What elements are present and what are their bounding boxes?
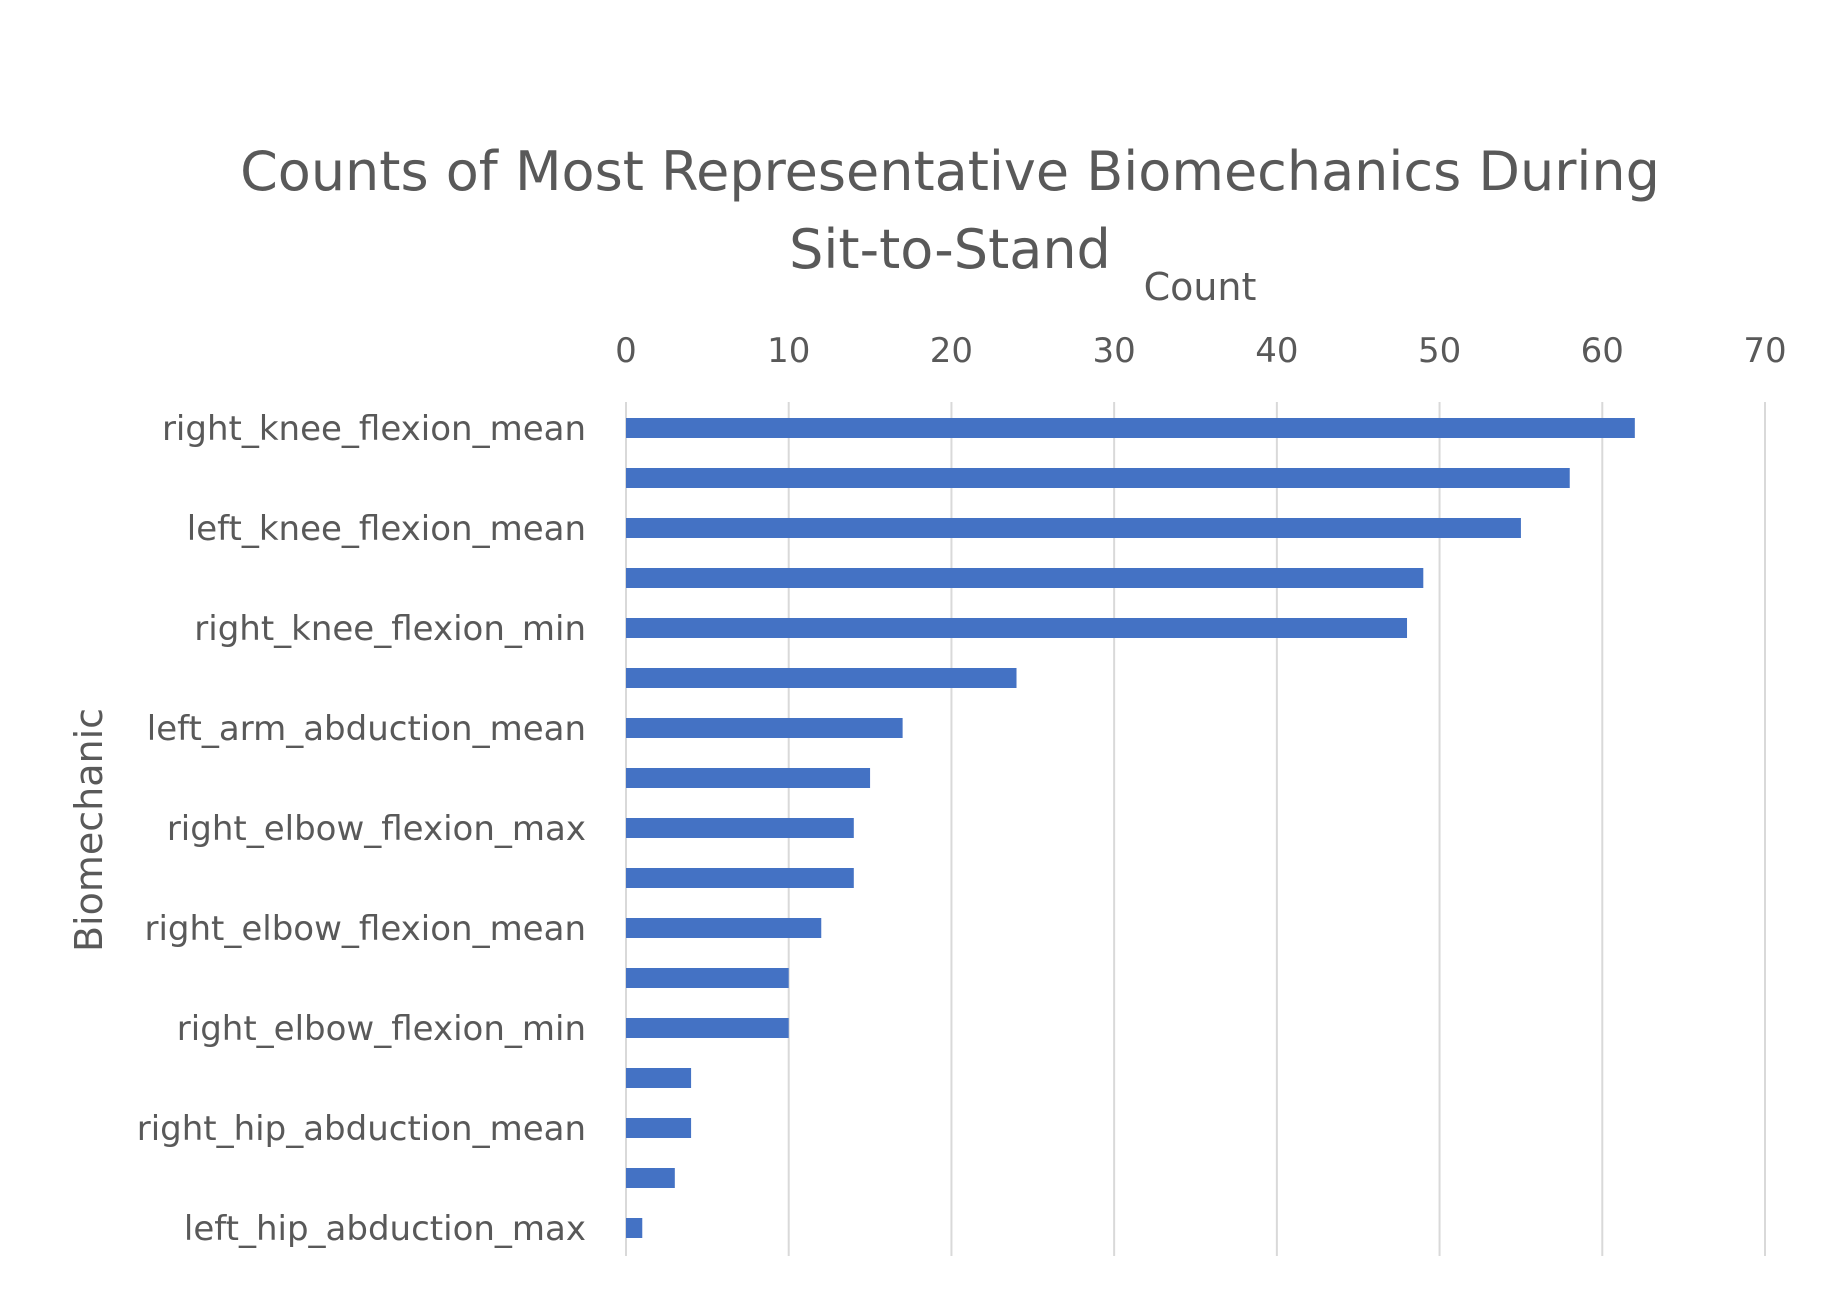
bar-9 [626, 868, 854, 888]
x-axis-ticks: 0 10 20 30 40 50 60 70 [615, 331, 1786, 371]
bar-5 [626, 668, 1017, 688]
bar-0 [626, 418, 1635, 438]
category-label-4: right_knee_flexion_min [194, 609, 586, 649]
x-tick-label-50: 50 [1418, 331, 1461, 371]
category-label-2: left_knee_flexion_mean [187, 509, 586, 549]
bar-3 [626, 568, 1424, 588]
x-tick-label-60: 60 [1581, 331, 1624, 371]
bar-4 [626, 618, 1408, 638]
x-tick-label-20: 20 [930, 331, 973, 371]
bar-1 [626, 468, 1570, 488]
gridlines [625, 402, 1766, 1256]
bar-6 [626, 718, 903, 738]
category-label-12: right_elbow_flexion_min [177, 1009, 586, 1049]
category-label-16: left_hip_abduction_max [184, 1209, 586, 1249]
bar-16 [626, 1218, 643, 1238]
category-label-10: right_elbow_flexion_mean [144, 909, 586, 949]
category-label-0: right_knee_flexion_mean [162, 409, 586, 449]
bars [626, 418, 1635, 1238]
x-tick-label-70: 70 [1743, 331, 1786, 371]
category-label-6: left_arm_abduction_mean [147, 709, 586, 749]
bar-14 [626, 1118, 692, 1138]
bar-10 [626, 918, 822, 938]
x-tick-label-40: 40 [1255, 331, 1298, 371]
x-tick-label-10: 10 [767, 331, 810, 371]
bar-7 [626, 768, 871, 788]
x-tick-label-30: 30 [1093, 331, 1136, 371]
category-label-8: right_elbow_flexion_max [167, 809, 586, 849]
category-labels: right_knee_flexion_mean left_knee_flexion… [137, 409, 586, 1249]
y-axis-title: Biomechanic [67, 708, 111, 952]
x-tick-label-0: 0 [615, 331, 637, 371]
bar-11 [626, 968, 789, 988]
bar-15 [626, 1168, 675, 1188]
chart-title-line-1: Counts of Most Representative Biomechani… [240, 140, 1660, 203]
category-label-14: right_hip_abduction_mean [137, 1109, 586, 1149]
bar-8 [626, 818, 854, 838]
bar-2 [626, 518, 1521, 538]
x-axis-title: Count [1144, 265, 1257, 309]
bar-12 [626, 1018, 789, 1038]
chart-title-line-2: Sit-to-Stand [789, 218, 1111, 281]
bar-13 [626, 1068, 692, 1088]
